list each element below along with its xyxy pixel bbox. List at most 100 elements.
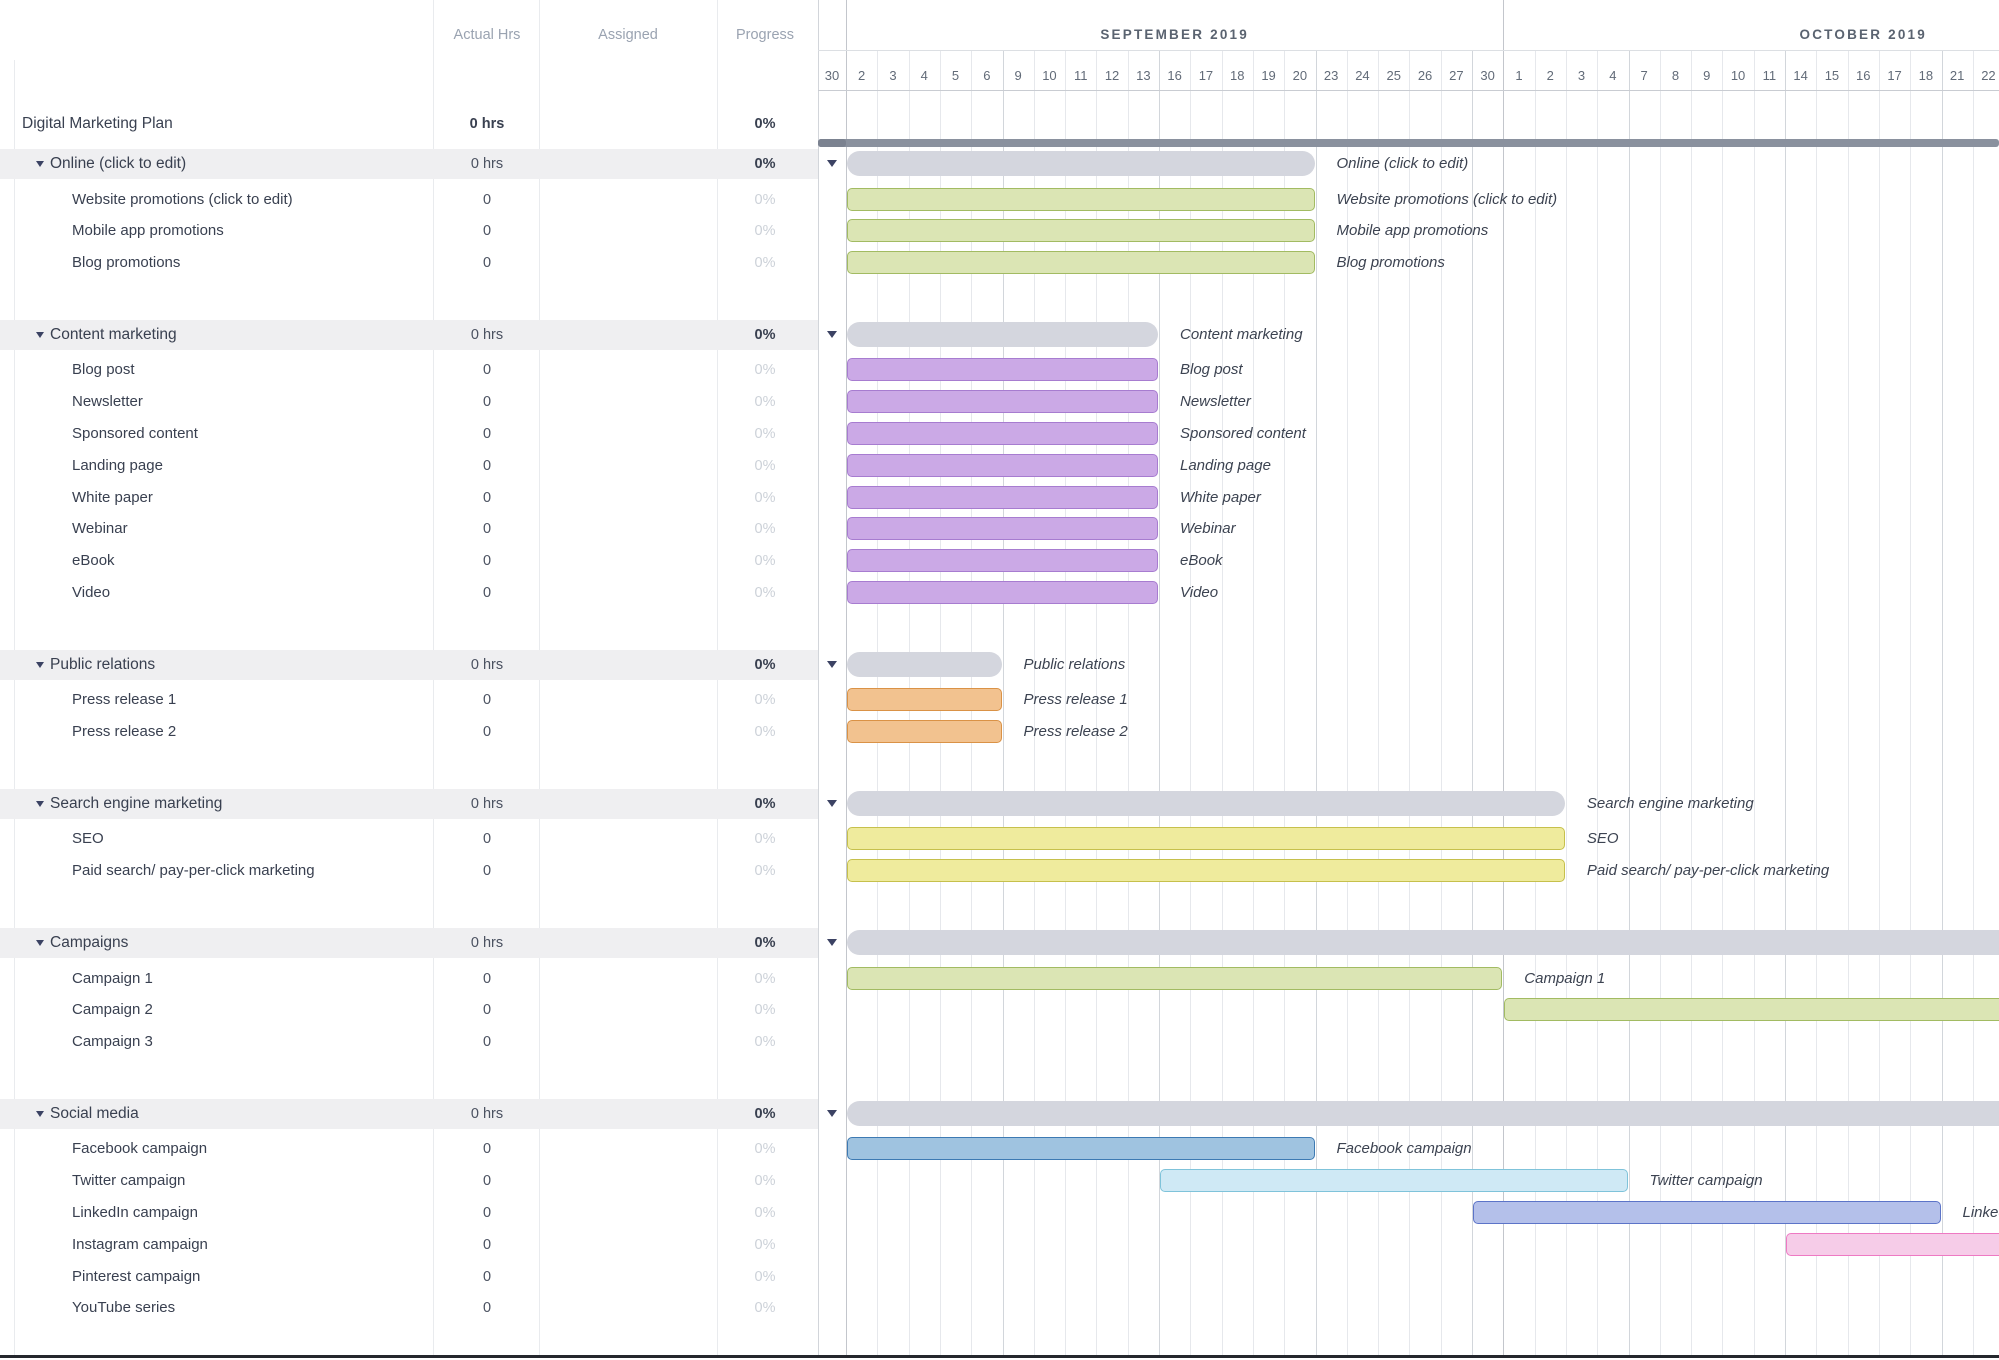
actual-hours-cell[interactable]: 0 <box>482 1002 492 1019</box>
actual-hours-cell[interactable]: 0 <box>482 831 492 848</box>
progress-cell[interactable]: 0% <box>754 1268 776 1285</box>
actual-hours-cell[interactable]: 0 <box>482 1268 492 1285</box>
progress-cell[interactable]: 0% <box>754 191 776 208</box>
timeline-collapse-arrow-icon[interactable] <box>827 660 837 668</box>
task-name[interactable]: Instagram campaign <box>72 1235 208 1253</box>
task-name[interactable]: Paid search/ pay-per-click marketing <box>72 862 315 880</box>
progress-cell[interactable]: 0% <box>754 362 776 379</box>
gantt-bar[interactable] <box>847 827 1565 851</box>
project-actual-hours[interactable]: 0 hrs <box>469 116 505 132</box>
task-name[interactable]: Blog promotions <box>72 254 181 272</box>
project-progress[interactable]: 0% <box>754 116 776 132</box>
progress-cell[interactable]: 0% <box>754 521 776 538</box>
task-name[interactable]: eBook <box>72 552 115 570</box>
task-name[interactable]: Landing page <box>72 456 163 474</box>
progress-cell[interactable]: 0% <box>754 426 776 442</box>
actual-hours-cell[interactable]: 0 <box>482 553 492 570</box>
progress-cell[interactable]: 0% <box>754 1002 776 1019</box>
progress-cell[interactable]: 0% <box>754 394 776 411</box>
progress-cell[interactable]: 0% <box>754 1034 776 1051</box>
actual-hours-cell[interactable]: 0 hrs <box>470 656 504 673</box>
gantt-bar[interactable] <box>1473 1201 1941 1224</box>
progress-cell[interactable]: 0% <box>754 1205 776 1221</box>
actual-hours-cell[interactable]: 0 hrs <box>470 935 504 951</box>
progress-cell[interactable]: 0% <box>754 795 776 812</box>
actual-hours-cell[interactable]: 0 <box>482 362 492 379</box>
project-title[interactable]: Digital Marketing Plan <box>22 115 173 132</box>
gantt-bar[interactable] <box>847 251 1315 275</box>
actual-hours-cell[interactable]: 0 <box>482 394 492 411</box>
gantt-bar[interactable] <box>847 517 1158 541</box>
timeline-collapse-arrow-icon[interactable] <box>827 799 837 807</box>
group-name[interactable]: Public relations <box>50 655 156 673</box>
gantt-project-bar[interactable] <box>818 139 1999 147</box>
actual-hours-cell[interactable]: 0 <box>482 692 492 709</box>
actual-hours-cell[interactable]: 0 <box>482 489 492 506</box>
actual-hours-cell[interactable]: 0 <box>482 521 492 538</box>
gantt-group-bar[interactable] <box>847 651 1002 677</box>
actual-hours-cell[interactable]: 0 <box>482 1205 492 1221</box>
progress-cell[interactable]: 0% <box>754 1173 776 1190</box>
actual-hours-cell[interactable]: 0 <box>482 223 492 240</box>
gantt-bar[interactable] <box>847 453 1158 477</box>
actual-hours-cell[interactable]: 0 hrs <box>470 795 504 812</box>
task-name[interactable]: LinkedIn campaign <box>72 1204 198 1221</box>
timeline-collapse-arrow-icon[interactable] <box>827 160 837 167</box>
gantt-bar[interactable] <box>847 549 1158 573</box>
actual-hours-cell[interactable]: 0 <box>482 1300 492 1317</box>
gantt-bar[interactable] <box>847 358 1158 382</box>
progress-cell[interactable]: 0% <box>754 656 776 673</box>
gantt-bar[interactable] <box>847 219 1315 243</box>
progress-cell[interactable]: 0% <box>754 970 776 987</box>
actual-hours-cell[interactable]: 0 <box>482 191 492 208</box>
gantt-group-bar[interactable] <box>847 321 1158 347</box>
group-name[interactable]: Campaigns <box>50 934 129 951</box>
collapse-arrow-icon[interactable] <box>36 940 44 946</box>
group-name[interactable]: Online (click to edit) <box>50 155 187 172</box>
collapse-arrow-icon[interactable] <box>36 661 44 668</box>
task-name[interactable]: Press release 1 <box>72 691 177 709</box>
progress-cell[interactable]: 0% <box>754 863 776 880</box>
task-name[interactable]: Sponsored content <box>72 425 198 442</box>
actual-hours-cell[interactable]: 0 <box>482 255 492 272</box>
gantt-bar[interactable] <box>847 581 1158 604</box>
task-name[interactable]: YouTube series <box>72 1299 176 1317</box>
actual-hours-cell[interactable]: 0 hrs <box>470 326 504 343</box>
timeline-collapse-arrow-icon[interactable] <box>827 939 837 946</box>
gantt-bar[interactable] <box>1786 1232 1999 1256</box>
gantt-bar[interactable] <box>847 966 1503 990</box>
gantt-group-bar[interactable] <box>847 1100 1999 1126</box>
timeline-collapse-arrow-icon[interactable] <box>827 1109 837 1117</box>
gantt-bar[interactable] <box>847 1137 1315 1161</box>
progress-cell[interactable]: 0% <box>754 457 776 474</box>
progress-cell[interactable]: 0% <box>754 326 776 343</box>
task-name[interactable]: Blog post <box>72 361 135 379</box>
actual-hours-cell[interactable]: 0 hrs <box>470 1105 504 1122</box>
progress-cell[interactable]: 0% <box>754 831 776 848</box>
actual-hours-cell[interactable]: 0 <box>482 970 492 987</box>
task-name[interactable]: Campaign 1 <box>72 969 153 987</box>
progress-cell[interactable]: 0% <box>754 1105 776 1122</box>
progress-cell[interactable]: 0% <box>754 692 776 709</box>
gantt-bar[interactable] <box>847 390 1158 414</box>
actual-hours-cell[interactable]: 0 <box>482 1173 492 1190</box>
task-name[interactable]: Video <box>72 584 111 601</box>
progress-cell[interactable]: 0% <box>754 553 776 570</box>
actual-hours-cell[interactable]: 0 <box>482 585 492 601</box>
task-name[interactable]: Webinar <box>72 520 128 538</box>
task-name[interactable]: Mobile app promotions <box>72 222 224 240</box>
gantt-bar[interactable] <box>1160 1169 1628 1193</box>
gantt-bar[interactable] <box>847 720 1002 744</box>
task-name[interactable]: SEO <box>72 830 104 848</box>
collapse-arrow-icon[interactable] <box>36 161 44 167</box>
task-name[interactable]: Campaign 2 <box>72 1001 153 1019</box>
progress-cell[interactable]: 0% <box>754 585 776 601</box>
gantt-group-bar[interactable] <box>847 930 1999 955</box>
collapse-arrow-icon[interactable] <box>36 331 44 338</box>
progress-cell[interactable]: 0% <box>754 489 776 506</box>
actual-hours-cell[interactable]: 0 <box>482 1236 492 1253</box>
actual-hours-cell[interactable]: 0 <box>482 863 492 880</box>
actual-hours-cell[interactable]: 0 <box>482 1034 492 1051</box>
progress-cell[interactable]: 0% <box>754 156 776 172</box>
task-name[interactable]: Press release 2 <box>72 723 177 741</box>
